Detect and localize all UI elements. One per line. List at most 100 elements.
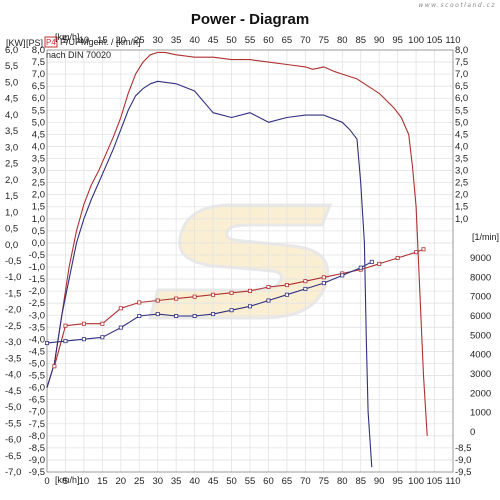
- series-point-rpm-2: [303, 279, 308, 284]
- left-outer-tick-label: 1,0: [5, 207, 18, 218]
- x-tick-label-top: 80: [337, 35, 348, 46]
- x-bottom-unit: [km/h]: [55, 475, 80, 485]
- x-tick-label-top: 5: [63, 35, 68, 46]
- right-outer-tick-label: 6,5: [455, 81, 468, 92]
- right-outer-tick-label: -9,5: [455, 467, 471, 478]
- x-tick-label-top: 105: [427, 35, 443, 46]
- left-outer-tick-label: 6,0: [5, 45, 18, 56]
- series-point-rpm-3: [118, 325, 123, 330]
- series-point-rpm-3: [81, 337, 86, 342]
- right-outer-tick-label: 1,5: [455, 202, 468, 213]
- series-point-rpm-2: [414, 250, 419, 255]
- series-point-rpm-2: [266, 284, 271, 289]
- x-tick-label-bottom: 60: [263, 476, 274, 487]
- x-tick-label-bottom: 15: [97, 476, 108, 487]
- left-inner-tick-label: -3,5: [29, 322, 45, 333]
- left-inner-tick-label: -9,0: [29, 455, 45, 466]
- x-tick-label-top: 40: [189, 35, 200, 46]
- x-tick-label-top: 45: [208, 35, 219, 46]
- right-outer-tick-label: 2,0: [455, 190, 468, 201]
- x-tick-label-bottom: 70: [300, 476, 311, 487]
- x-tick-label-bottom: 50: [226, 476, 237, 487]
- x-tick-label-top: 60: [263, 35, 274, 46]
- left-inner-tick-label: 6,5: [32, 81, 45, 92]
- left-inner-tick-label: -8,5: [29, 443, 45, 454]
- left-outer-tick-label: 5,0: [5, 77, 18, 88]
- right-rpm-tick-label: 2000: [470, 388, 491, 399]
- left-outer-tick-label: -3,0: [5, 337, 21, 348]
- left-outer-tick-label: 1,5: [5, 191, 18, 202]
- series-point-rpm-2: [321, 275, 326, 280]
- watermark-url: www.scootland.cz: [418, 2, 496, 9]
- series-point-rpm-3: [247, 304, 252, 309]
- axes: 0551010151520202525303035354040454550505…: [5, 35, 491, 487]
- right-rpm-tick-label: 8000: [470, 272, 491, 283]
- right-outer-tick-label: 2,5: [455, 178, 468, 189]
- left-outer-tick-label: 5,5: [5, 61, 18, 72]
- left-inner-tick-label: -7,0: [29, 407, 45, 418]
- x-tick-label-bottom: 35: [171, 476, 182, 487]
- x-top-unit: [km/h]: [55, 32, 80, 42]
- legend-marker-box: [44, 36, 58, 48]
- series-point-rpm-3: [303, 286, 308, 291]
- series-point-rpm-2: [395, 255, 400, 260]
- series-point-rpm-2: [192, 294, 197, 299]
- left-inner-tick-label: -2,0: [29, 286, 45, 297]
- right-outer-tick-label: 7,0: [455, 69, 468, 80]
- left-outer-tick-label: -3,5: [5, 353, 21, 364]
- x-tick-label-top: 25: [134, 35, 145, 46]
- left-inner-tick-label: 5,0: [32, 117, 45, 128]
- right-rpm-tick-label: 4000: [470, 350, 491, 361]
- x-tick-label-bottom: 85: [355, 476, 366, 487]
- series-point-rpm-3: [192, 313, 197, 318]
- left-outer-unit: [KW]: [6, 38, 26, 48]
- left-inner-tick-label: 2,5: [32, 178, 45, 189]
- left-inner-tick-label: -4,0: [29, 334, 45, 345]
- right-outer-tick-label: 6,0: [455, 93, 468, 104]
- series-point-rpm-2: [211, 292, 216, 297]
- x-tick-label-bottom: 30: [152, 476, 163, 487]
- x-tick-label-bottom: 75: [319, 476, 330, 487]
- x-tick-label-bottom: 0: [44, 476, 49, 487]
- left-outer-tick-label: 3,5: [5, 126, 18, 137]
- x-tick-label-top: 15: [97, 35, 108, 46]
- series-point-rpm-2: [247, 288, 252, 293]
- series-line-power-0: [46, 51, 428, 436]
- x-tick-label-top: 95: [392, 35, 403, 46]
- left-inner-tick-label: 5,5: [32, 105, 45, 116]
- legend: P4 P/UPMgem. / [km/h] nach DIN 70020: [44, 36, 141, 60]
- left-inner-tick-label: -6,0: [29, 383, 45, 394]
- x-tick-label-bottom: 65: [282, 476, 293, 487]
- right-rpm-tick-label: 9000: [470, 253, 491, 264]
- series-line-rpm-2: [53, 248, 424, 367]
- right-outer-tick-label: -8,5: [455, 443, 471, 454]
- series-point-rpm-2: [421, 247, 426, 252]
- series-point-rpm-2: [284, 283, 289, 288]
- left-inner-tick-label: 0,0: [32, 238, 45, 249]
- x-tick-label-bottom: 55: [245, 476, 256, 487]
- right-rpm-tick-label: 6000: [470, 311, 491, 322]
- legend-line-2: nach DIN 70020: [46, 50, 111, 60]
- left-inner-tick-label: -8,0: [29, 431, 45, 442]
- plot-frame: [46, 49, 454, 473]
- x-tick-label-top: 35: [171, 35, 182, 46]
- left-outer-tick-label: -4,5: [5, 386, 21, 397]
- x-tick-label-top: 20: [116, 35, 127, 46]
- left-outer-tick-label: -2,0: [5, 305, 21, 316]
- series-point-rpm-3: [174, 313, 179, 318]
- left-outer-tick-label: 2,0: [5, 175, 18, 186]
- left-inner-tick-label: -9,5: [29, 467, 45, 478]
- left-inner-tick-label: -3,0: [29, 310, 45, 321]
- x-tick-label-top: 55: [245, 35, 256, 46]
- right-rpm-tick-label: 3000: [470, 369, 491, 380]
- left-inner-tick-label: 4,5: [32, 129, 45, 140]
- left-inner-tick-label: 3,0: [32, 166, 45, 177]
- x-tick-label-bottom: 10: [79, 476, 90, 487]
- left-outer-tick-label: -1,5: [5, 288, 21, 299]
- series-point-rpm-3: [369, 259, 374, 264]
- x-tick-label-bottom: 90: [374, 476, 385, 487]
- left-outer-tick-label: 3,0: [5, 142, 18, 153]
- series-point-rpm-2: [100, 321, 105, 326]
- series-point-rpm-3: [63, 339, 68, 344]
- left-inner-tick-label: -4,5: [29, 346, 45, 357]
